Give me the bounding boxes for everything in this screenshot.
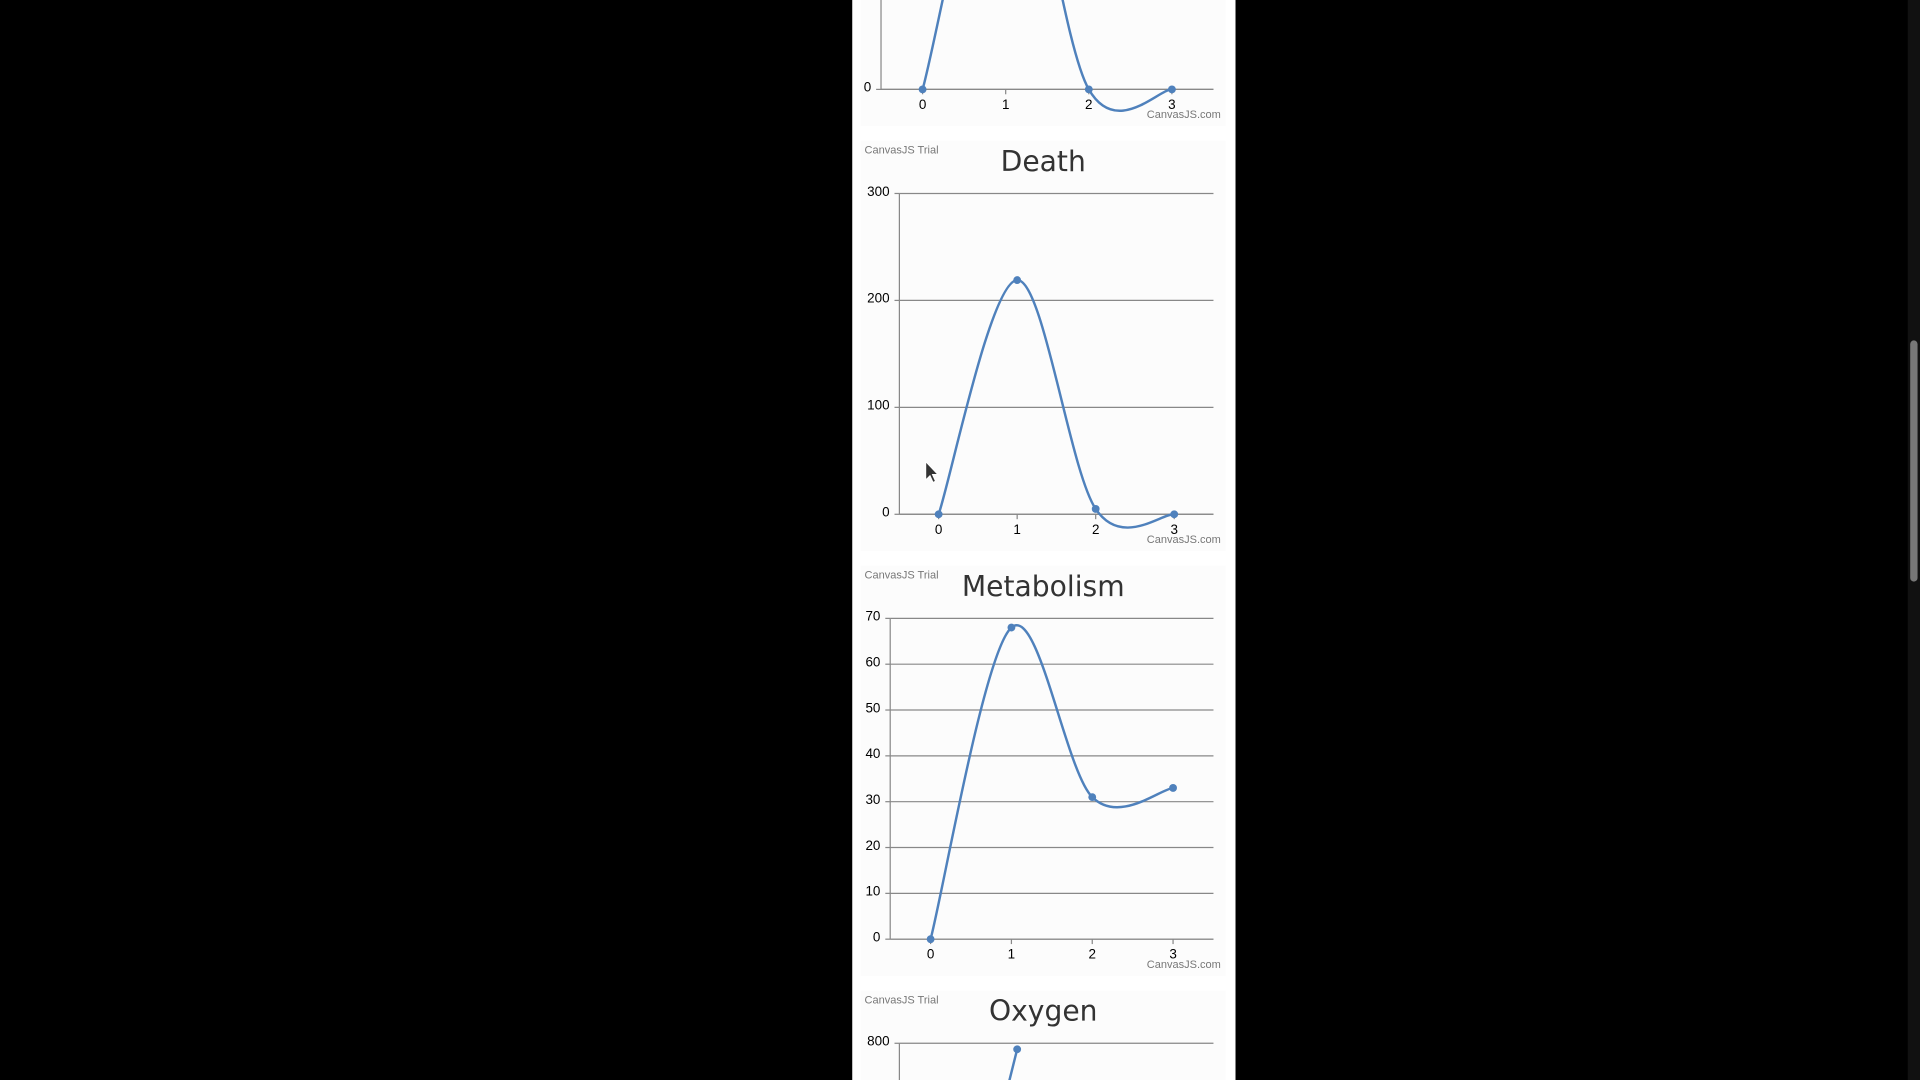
y-tick-label: 10 — [865, 884, 880, 899]
data-point — [1167, 85, 1176, 94]
x-tick-label: 1 — [1002, 97, 1009, 112]
watermark: CanvasJS Trial — [864, 569, 938, 581]
y-tick-label: 300 — [867, 184, 889, 199]
chart-panel — [860, 140, 1226, 552]
x-tick-label: 3 — [1168, 97, 1175, 112]
x-tick-label: 0 — [919, 97, 926, 112]
line — [921, 0, 1173, 112]
watermark: CanvasJS Trial — [864, 145, 938, 157]
data-point — [1091, 505, 1100, 513]
y-tick-label: 0 — [882, 505, 889, 520]
credit: CanvasJS.com — [1147, 534, 1221, 546]
line — [929, 624, 1174, 940]
x-tick-label: 0 — [935, 522, 942, 537]
chart: CanvasJS Trial MetabolismCanvasJS.com0102… — [860, 565, 1226, 976]
x-tick-label: 3 — [1170, 522, 1177, 537]
credit: CanvasJS.com — [1147, 959, 1221, 971]
y-tick-label: 0 — [873, 930, 880, 945]
chart-panel — [860, 990, 1226, 1080]
chart-title: Oxygen — [989, 995, 1098, 1028]
chart: CanvasJS Trial Oxygen 800 — [860, 990, 1226, 1080]
mouse-cursor — [925, 460, 940, 484]
chart: CanvasJS.com 0 0 1 2 3 — [860, 0, 1226, 127]
x-tick-label: 1 — [1008, 947, 1015, 962]
chart-title: Metabolism — [962, 570, 1125, 603]
data-point — [1084, 85, 1093, 94]
x-tick-label: 2 — [1089, 947, 1096, 962]
chart-panel — [860, 565, 1226, 976]
line — [1008, 1048, 1019, 1080]
y-tick-label: 800 — [867, 1034, 889, 1049]
y-tick-label: 40 — [865, 746, 880, 761]
x-tick-label: 2 — [1092, 522, 1099, 537]
y-tick-label: 100 — [867, 398, 889, 413]
watermark: CanvasJS Trial — [864, 994, 938, 1006]
data-point — [1170, 510, 1179, 519]
credit: CanvasJS.com — [1147, 109, 1221, 121]
x-tick-label: 3 — [1169, 947, 1176, 962]
chart: CanvasJS Trial DeathCanvasJS.com010020030… — [860, 140, 1226, 552]
data-point — [1088, 793, 1097, 802]
chart-title: Death — [1001, 145, 1086, 178]
line — [937, 278, 1175, 529]
scrollbar-thumb[interactable] — [1910, 340, 1918, 582]
data-point — [1007, 623, 1016, 632]
x-tick-label: 2 — [1085, 97, 1092, 112]
x-tick-label: 0 — [927, 947, 934, 962]
y-tick-label: 50 — [865, 700, 880, 715]
y-tick-label: 70 — [865, 609, 880, 624]
data-point — [926, 935, 935, 944]
data-point — [918, 85, 927, 94]
x-tick-label: 1 — [1013, 522, 1020, 537]
y-tick-label: 30 — [865, 792, 880, 807]
data-point — [1169, 784, 1177, 792]
chart-panel — [860, 0, 1226, 127]
y-tick-label: 20 — [865, 838, 880, 853]
data-point — [1013, 1045, 1022, 1054]
y-tick-label: 200 — [867, 291, 889, 306]
charts: CanvasJS.com 0 0 1 2 3 CanvasJS Trial Death Canv… — [860, 0, 1226, 1080]
data-point — [1013, 276, 1022, 285]
y-tick-label: 60 — [865, 655, 880, 670]
data-point — [934, 510, 943, 519]
y-tick-label: 0 — [864, 80, 871, 95]
